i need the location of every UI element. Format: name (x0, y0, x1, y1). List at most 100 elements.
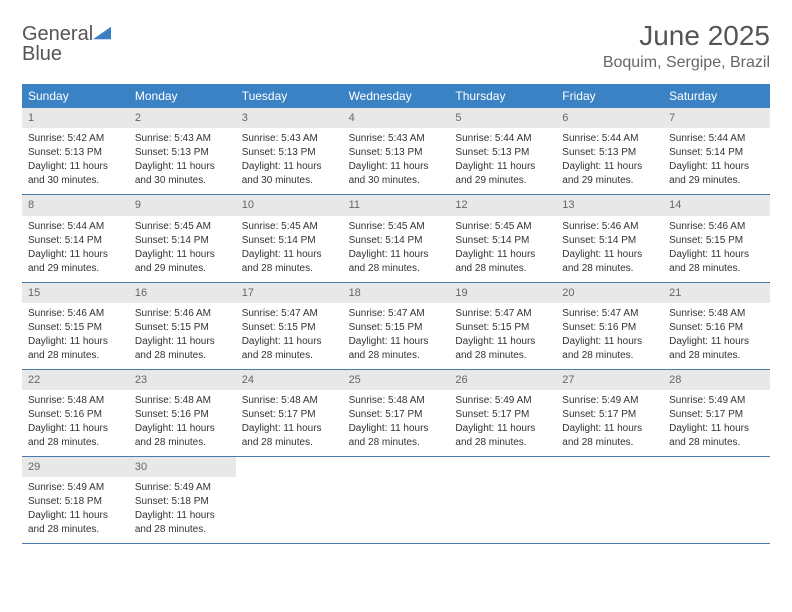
day-line: Daylight: 11 hours (349, 160, 444, 173)
location: Boquim, Sergipe, Brazil (603, 54, 770, 72)
weekday-header: Tuesday (236, 84, 343, 108)
day-line: Sunset: 5:13 PM (135, 146, 230, 159)
day-body: Sunrise: 5:47 AMSunset: 5:15 PMDaylight:… (449, 303, 556, 369)
day-line: Sunrise: 5:45 AM (455, 220, 550, 233)
day-body: Sunrise: 5:48 AMSunset: 5:17 PMDaylight:… (236, 390, 343, 456)
day-cell: 17Sunrise: 5:47 AMSunset: 5:15 PMDayligh… (236, 283, 343, 369)
day-line: Sunrise: 5:48 AM (28, 394, 123, 407)
day-line: Sunrise: 5:43 AM (349, 132, 444, 145)
day-line: Sunset: 5:18 PM (28, 495, 123, 508)
day-number: 5 (449, 108, 556, 128)
day-line: Daylight: 11 hours (242, 422, 337, 435)
week-row: 15Sunrise: 5:46 AMSunset: 5:15 PMDayligh… (22, 283, 770, 370)
day-line: and 30 minutes. (28, 174, 123, 187)
day-cell (343, 457, 450, 543)
day-number: 29 (22, 457, 129, 477)
day-line: and 28 minutes. (455, 262, 550, 275)
day-line: and 28 minutes. (455, 436, 550, 449)
day-cell: 15Sunrise: 5:46 AMSunset: 5:15 PMDayligh… (22, 283, 129, 369)
day-line: Sunset: 5:15 PM (669, 234, 764, 247)
day-body: Sunrise: 5:46 AMSunset: 5:14 PMDaylight:… (556, 216, 663, 282)
day-cell: 22Sunrise: 5:48 AMSunset: 5:16 PMDayligh… (22, 370, 129, 456)
day-line: Daylight: 11 hours (349, 422, 444, 435)
day-body: Sunrise: 5:48 AMSunset: 5:16 PMDaylight:… (22, 390, 129, 456)
day-body: Sunrise: 5:49 AMSunset: 5:18 PMDaylight:… (129, 477, 236, 543)
day-line: and 28 minutes. (562, 436, 657, 449)
day-cell (236, 457, 343, 543)
day-body: Sunrise: 5:49 AMSunset: 5:17 PMDaylight:… (556, 390, 663, 456)
day-number: 18 (343, 283, 450, 303)
day-cell: 12Sunrise: 5:45 AMSunset: 5:14 PMDayligh… (449, 195, 556, 281)
day-line: Sunset: 5:15 PM (242, 321, 337, 334)
day-line: and 30 minutes. (349, 174, 444, 187)
day-number: 28 (663, 370, 770, 390)
day-body: Sunrise: 5:46 AMSunset: 5:15 PMDaylight:… (663, 216, 770, 282)
day-line: Sunrise: 5:45 AM (349, 220, 444, 233)
day-body: Sunrise: 5:47 AMSunset: 5:15 PMDaylight:… (343, 303, 450, 369)
logo-line1: General (22, 24, 111, 44)
day-line: Daylight: 11 hours (669, 335, 764, 348)
day-line: Sunrise: 5:47 AM (455, 307, 550, 320)
day-body: Sunrise: 5:42 AMSunset: 5:13 PMDaylight:… (22, 128, 129, 194)
day-number: 4 (343, 108, 450, 128)
day-cell: 14Sunrise: 5:46 AMSunset: 5:15 PMDayligh… (663, 195, 770, 281)
day-line: Daylight: 11 hours (562, 160, 657, 173)
weekday-header: Sunday (22, 84, 129, 108)
day-body: Sunrise: 5:48 AMSunset: 5:17 PMDaylight:… (343, 390, 450, 456)
week-row: 29Sunrise: 5:49 AMSunset: 5:18 PMDayligh… (22, 457, 770, 544)
day-number: 10 (236, 195, 343, 215)
week-row: 8Sunrise: 5:44 AMSunset: 5:14 PMDaylight… (22, 195, 770, 282)
day-line: Sunset: 5:14 PM (28, 234, 123, 247)
day-line: Sunrise: 5:47 AM (242, 307, 337, 320)
day-body: Sunrise: 5:46 AMSunset: 5:15 PMDaylight:… (22, 303, 129, 369)
day-line: Sunrise: 5:46 AM (562, 220, 657, 233)
day-line: Sunset: 5:15 PM (135, 321, 230, 334)
header: General Blue June 2025 Boquim, Sergipe, … (22, 20, 770, 72)
day-line: Daylight: 11 hours (135, 335, 230, 348)
day-cell: 10 Sunrise: 5:45 AMSunset: 5:14 PMDayligh… (236, 195, 343, 281)
week-row: 22Sunrise: 5:48 AMSunset: 5:16 PMDayligh… (22, 370, 770, 457)
day-line: Sunrise: 5:48 AM (349, 394, 444, 407)
day-line: Sunset: 5:14 PM (242, 234, 337, 247)
day-line: Daylight: 11 hours (242, 248, 337, 261)
weekday-header: Thursday (449, 84, 556, 108)
day-number: 12 (449, 195, 556, 215)
day-body: Sunrise: 5:48 AMSunset: 5:16 PMDaylight:… (129, 390, 236, 456)
day-body: Sunrise: 5:44 AMSunset: 5:14 PMDaylight:… (22, 216, 129, 282)
day-line: Sunrise: 5:49 AM (455, 394, 550, 407)
day-line: Daylight: 11 hours (349, 248, 444, 261)
day-line: and 28 minutes. (669, 262, 764, 275)
day-line: Sunrise: 5:49 AM (562, 394, 657, 407)
day-line: Sunset: 5:13 PM (349, 146, 444, 159)
day-number: 20 (556, 283, 663, 303)
day-cell: 21Sunrise: 5:48 AMSunset: 5:16 PMDayligh… (663, 283, 770, 369)
day-cell: 26Sunrise: 5:49 AMSunset: 5:17 PMDayligh… (449, 370, 556, 456)
day-cell (449, 457, 556, 543)
month-title: June 2025 (603, 20, 770, 52)
day-line: Sunrise: 5:44 AM (669, 132, 764, 145)
day-body: Sunrise: 5:45 AMSunset: 5:14 PMDaylight:… (449, 216, 556, 282)
day-line: Daylight: 11 hours (562, 335, 657, 348)
day-cell: 13Sunrise: 5:46 AMSunset: 5:14 PMDayligh… (556, 195, 663, 281)
day-line: Sunrise: 5:44 AM (455, 132, 550, 145)
day-cell (663, 457, 770, 543)
day-line: Sunrise: 5:46 AM (669, 220, 764, 233)
day-line: and 29 minutes. (669, 174, 764, 187)
day-line: Sunset: 5:14 PM (455, 234, 550, 247)
day-number: 7 (663, 108, 770, 128)
day-body: Sunrise: 5:49 AMSunset: 5:17 PMDaylight:… (449, 390, 556, 456)
day-line: Sunset: 5:14 PM (562, 234, 657, 247)
day-number: 21 (663, 283, 770, 303)
day-line: Sunset: 5:16 PM (28, 408, 123, 421)
day-line: Daylight: 11 hours (28, 160, 123, 173)
day-body: Sunrise: 5:45 AMSunset: 5:14 PMDaylight:… (129, 216, 236, 282)
day-line: Sunset: 5:14 PM (669, 146, 764, 159)
day-line: Daylight: 11 hours (242, 160, 337, 173)
day-line: Daylight: 11 hours (669, 160, 764, 173)
day-line: Sunset: 5:15 PM (455, 321, 550, 334)
day-cell: 28Sunrise: 5:49 AMSunset: 5:17 PMDayligh… (663, 370, 770, 456)
day-line: and 28 minutes. (242, 262, 337, 275)
day-line: Sunrise: 5:45 AM (242, 220, 337, 233)
day-cell: 18Sunrise: 5:47 AMSunset: 5:15 PMDayligh… (343, 283, 450, 369)
day-cell: 23Sunrise: 5:48 AMSunset: 5:16 PMDayligh… (129, 370, 236, 456)
